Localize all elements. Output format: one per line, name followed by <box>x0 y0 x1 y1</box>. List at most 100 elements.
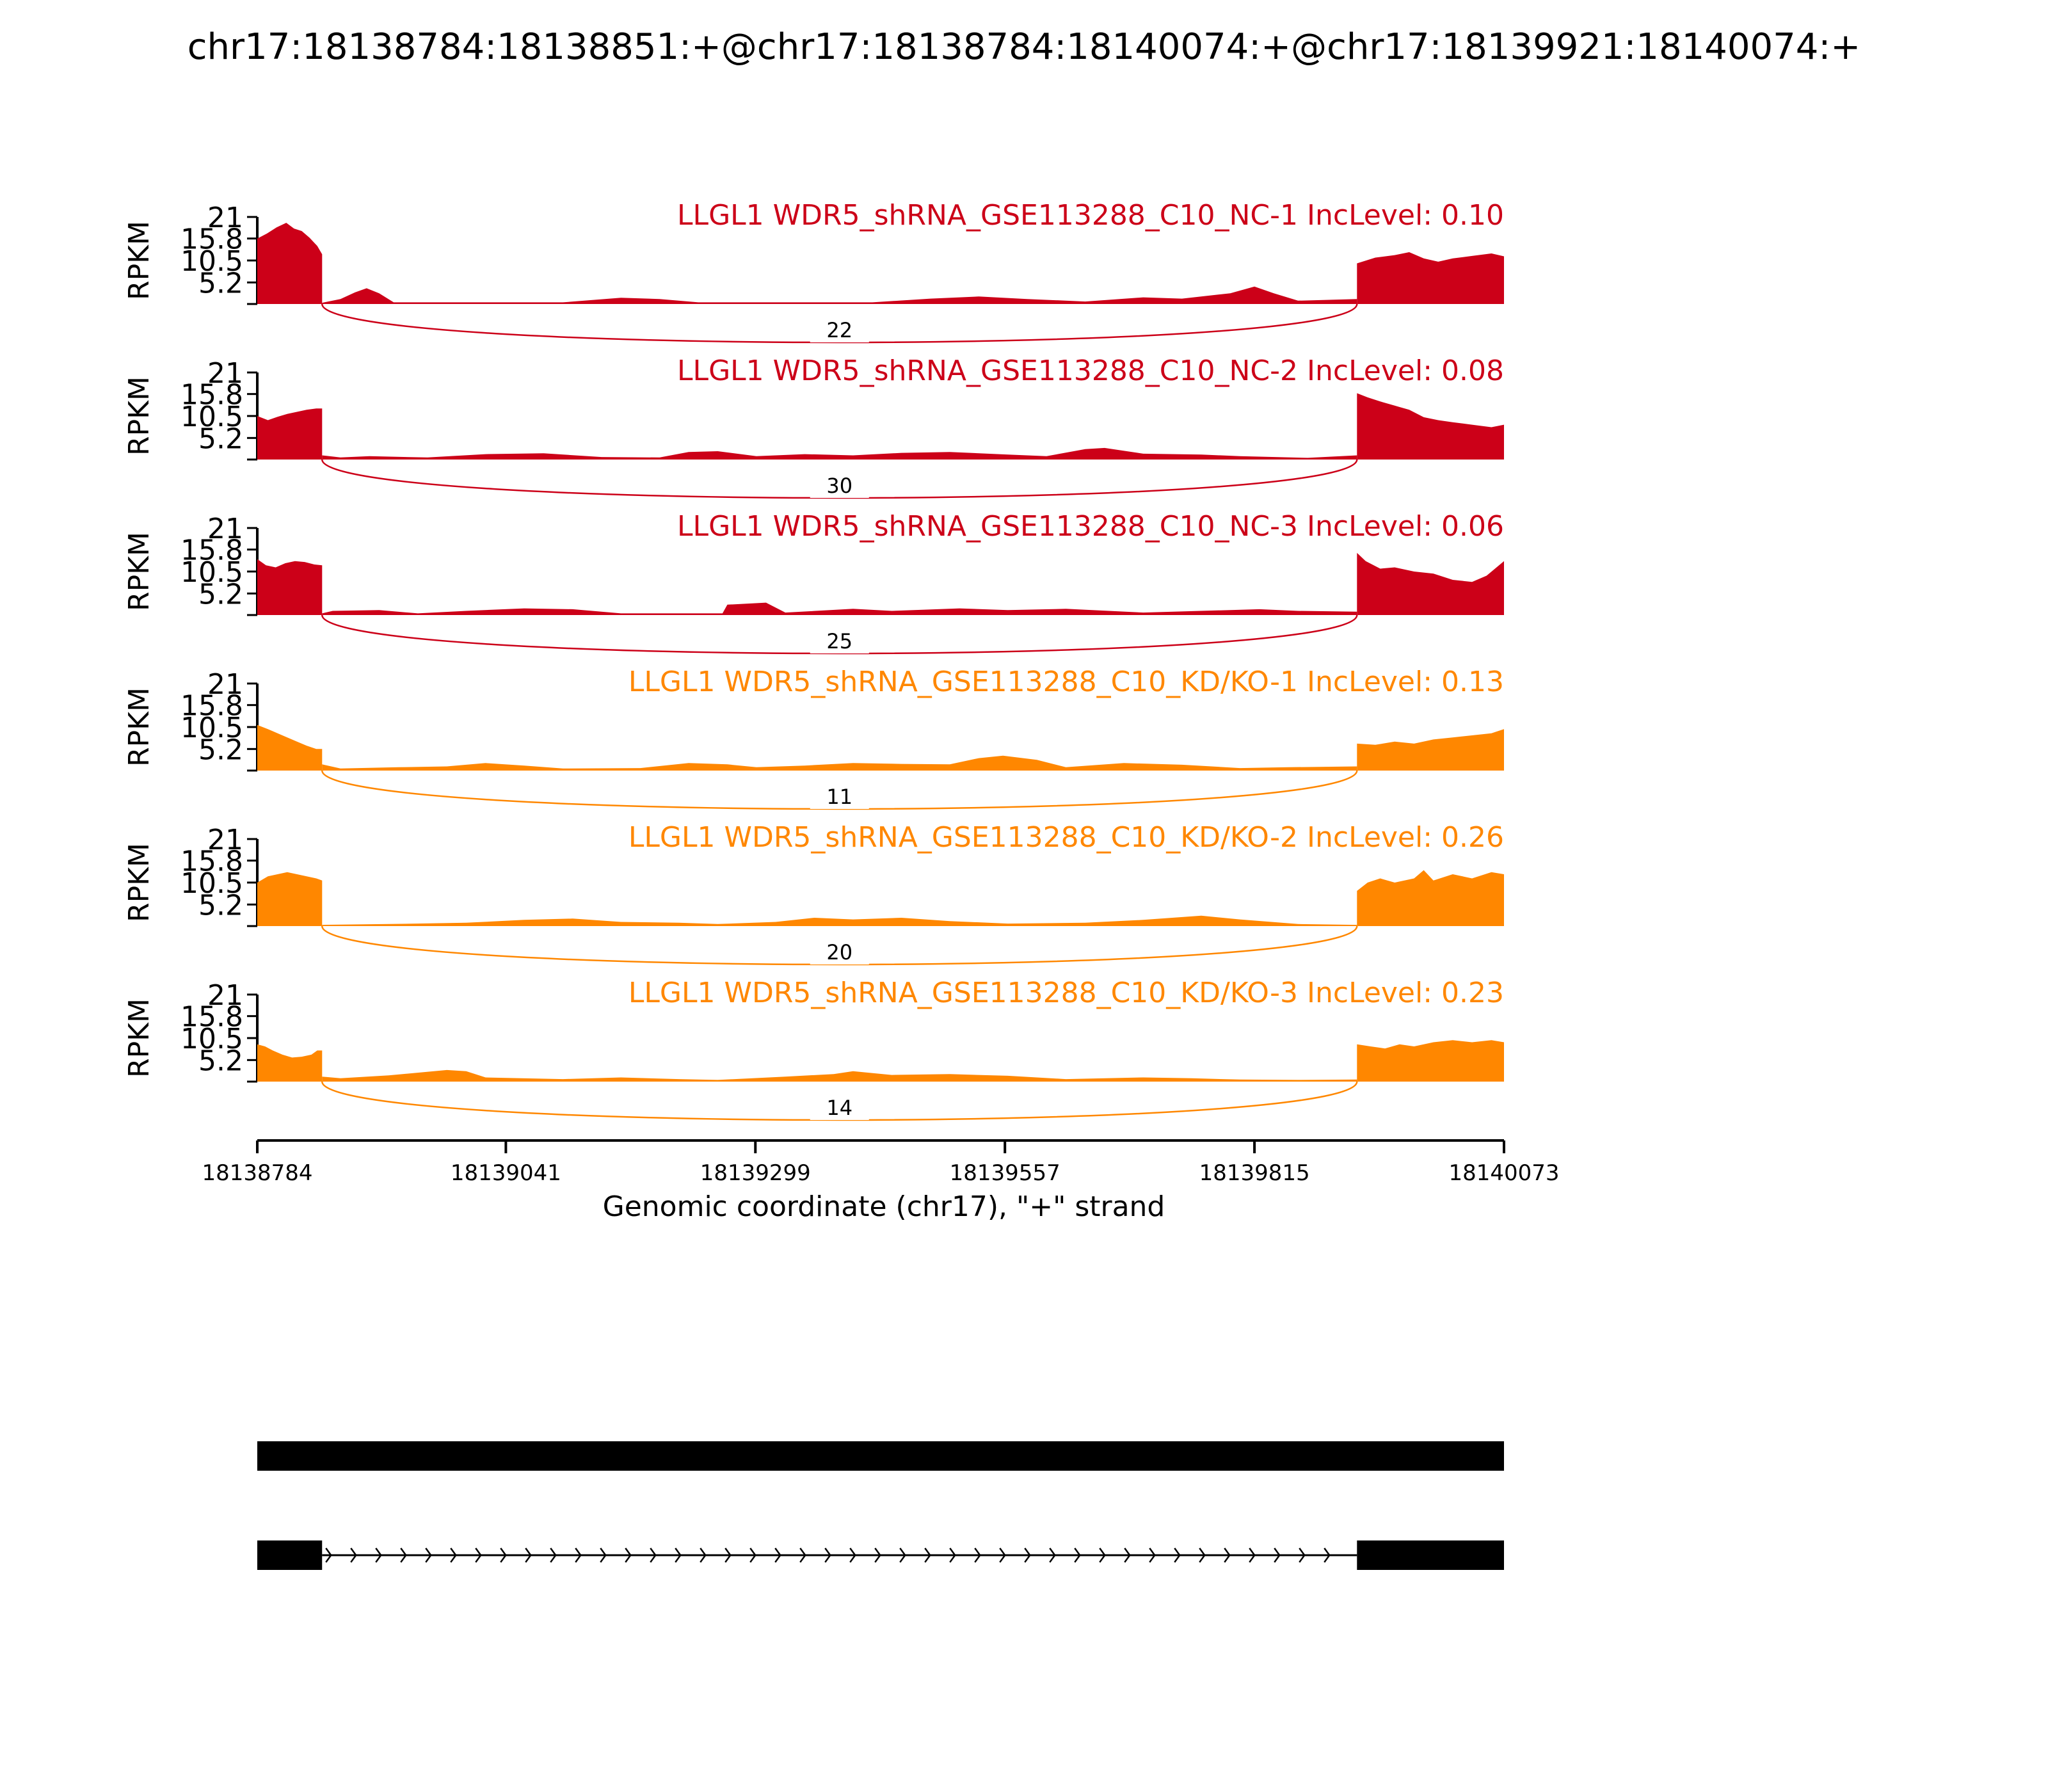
y-axis-label: RPKM <box>123 843 156 922</box>
x-tick-label: 18139041 <box>451 1160 561 1186</box>
strand-arrow <box>1099 1548 1106 1563</box>
intron-coverage <box>322 1069 1357 1082</box>
strand-arrow <box>700 1548 707 1563</box>
strand-arrow <box>1249 1548 1256 1563</box>
strand-arrow <box>874 1548 881 1563</box>
strand-arrow <box>1074 1548 1081 1563</box>
intron-coverage <box>322 602 1357 615</box>
strand-arrow <box>650 1548 657 1563</box>
y-tick-label: 15.8 <box>180 379 243 412</box>
exon2-coverage <box>1357 870 1504 926</box>
exon1-coverage <box>257 724 323 771</box>
junction-count: 11 <box>826 785 852 809</box>
isoform-structures <box>257 1441 1504 1570</box>
y-tick-label: 21 <box>207 668 243 701</box>
strand-arrow <box>550 1548 557 1563</box>
y-tick-label: 21 <box>207 357 243 390</box>
y-tick-label: 10.5 <box>180 556 243 589</box>
strand-arrow <box>525 1548 532 1563</box>
sample-label: LLGL1 WDR5_shRNA_GSE113288_C10_KD/KO-3 I… <box>628 977 1504 1009</box>
strand-arrow <box>1049 1548 1056 1563</box>
strand-arrow <box>1149 1548 1156 1563</box>
strand-arrow <box>824 1548 831 1563</box>
x-tick-label: 18140073 <box>1448 1160 1559 1186</box>
strand-arrow <box>375 1548 382 1563</box>
exon2-coverage <box>1357 1040 1504 1082</box>
junction-label-bg <box>810 474 869 498</box>
junction-count: 20 <box>826 940 852 964</box>
isoform-1 <box>257 1441 1504 1471</box>
strand-arrow <box>1124 1548 1131 1563</box>
strand-arrow <box>749 1548 756 1563</box>
exon1-coverage <box>257 223 323 304</box>
junction-label-bg <box>810 785 869 809</box>
strand-arrow <box>974 1548 981 1563</box>
figure-title: chr17:18138784:18138851:+@chr17:18138784… <box>188 26 1860 68</box>
y-tick-label: 15.8 <box>180 690 243 723</box>
y-tick-label: 5.2 <box>198 578 243 611</box>
junction-label-bg <box>810 318 869 342</box>
exon1-coverage <box>257 408 323 460</box>
strand-arrow <box>1324 1548 1331 1563</box>
junction-count: 22 <box>826 318 852 342</box>
exon2-coverage <box>1357 393 1504 460</box>
y-axis-label: RPKM <box>123 221 156 300</box>
x-axis-label: Genomic coordinate (chr17), "+" strand <box>603 1190 1165 1223</box>
junction-label-bg <box>810 940 869 964</box>
sample-label: LLGL1 WDR5_shRNA_GSE113288_C10_NC-3 IncL… <box>677 510 1504 543</box>
sample-label: LLGL1 WDR5_shRNA_GSE113288_C10_KD/KO-1 I… <box>628 666 1504 698</box>
y-tick-label: 10.5 <box>180 401 243 433</box>
strand-arrow <box>949 1548 956 1563</box>
sample-label: LLGL1 WDR5_shRNA_GSE113288_C10_NC-1 IncL… <box>677 199 1504 232</box>
y-axis-label: RPKM <box>123 998 156 1078</box>
y-tick-label: 10.5 <box>180 1023 243 1055</box>
exon1-coverage <box>257 559 323 615</box>
sample-label: LLGL1 WDR5_shRNA_GSE113288_C10_KD/KO-2 I… <box>628 821 1504 854</box>
y-tick-label: 5.2 <box>198 422 243 455</box>
exon1-coverage <box>257 872 323 926</box>
x-tick-label: 18139299 <box>700 1160 811 1186</box>
strand-arrow <box>899 1548 906 1563</box>
y-tick-label: 5.2 <box>198 889 243 922</box>
exon2-coverage <box>1357 252 1504 304</box>
strand-arrow <box>1224 1548 1231 1563</box>
y-tick-label: 15.8 <box>180 534 243 567</box>
strand-arrow <box>849 1548 856 1563</box>
strand-arrow <box>1024 1548 1031 1563</box>
strand-arrow <box>799 1548 806 1563</box>
y-tick-label: 21 <box>207 513 243 545</box>
y-tick-label: 21 <box>207 979 243 1012</box>
strand-arrow <box>1174 1548 1181 1563</box>
exon-block <box>257 1540 323 1570</box>
strand-arrow <box>600 1548 607 1563</box>
track-4: 5.210.515.821 RPKM 11 LLGL1 WDR5_shRNA_GSE1… <box>123 666 1504 810</box>
y-tick-label: 15.8 <box>180 845 243 878</box>
junction-label-bg <box>810 1096 869 1120</box>
y-tick-label: 15.8 <box>180 1001 243 1034</box>
strand-arrow <box>500 1548 507 1563</box>
y-axis-label: RPKM <box>123 532 156 611</box>
intron-coverage <box>322 447 1357 460</box>
y-tick-label: 15.8 <box>180 223 243 256</box>
y-axis-label: RPKM <box>123 376 156 456</box>
intron-coverage <box>322 755 1357 771</box>
strand-arrow <box>450 1548 457 1563</box>
y-tick-label: 5.2 <box>198 733 243 766</box>
strand-arrow <box>575 1548 582 1563</box>
y-tick-label: 5.2 <box>198 267 243 300</box>
strand-arrow <box>924 1548 931 1563</box>
y-tick-label: 10.5 <box>180 712 243 744</box>
strand-arrow <box>1274 1548 1281 1563</box>
strand-arrow <box>1199 1548 1206 1563</box>
y-tick-label: 21 <box>207 202 243 234</box>
track-2: 5.210.515.821 RPKM 30 LLGL1 WDR5_shRNA_GSE1… <box>123 355 1504 499</box>
x-tick-label: 18139557 <box>950 1160 1060 1186</box>
junction-label-bg <box>810 629 869 653</box>
x-axis: 18138784 18139041 18139299 18139557 18139815… <box>202 1139 1560 1186</box>
track-5: 5.210.515.821 RPKM 20 LLGL1 WDR5_shRNA_GSE1… <box>123 821 1504 966</box>
exon1-coverage <box>257 1044 323 1082</box>
track-6: 5.210.515.821 RPKM 14 LLGL1 WDR5_shRNA_GSE1… <box>123 977 1504 1121</box>
strand-arrow <box>425 1548 432 1563</box>
sample-label: LLGL1 WDR5_shRNA_GSE113288_C10_NC-2 IncL… <box>677 355 1504 387</box>
